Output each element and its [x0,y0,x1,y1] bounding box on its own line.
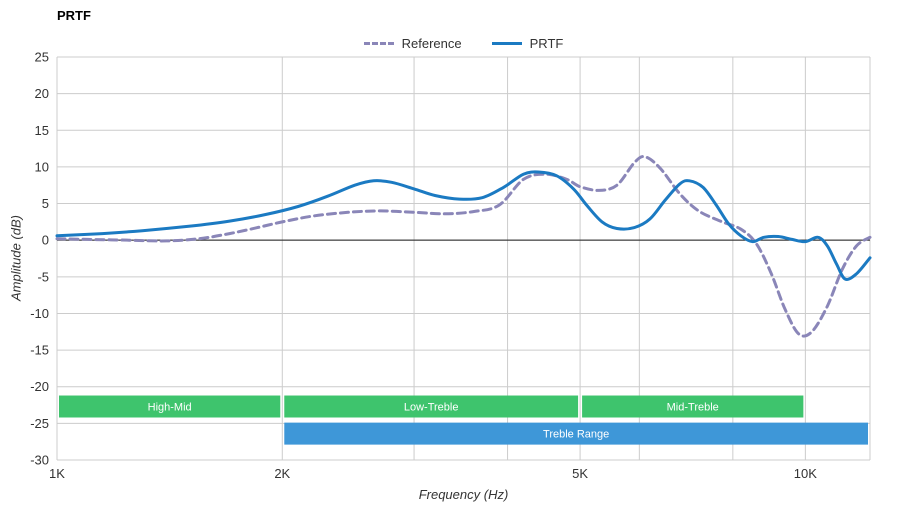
x-tick-label: 2K [274,466,290,481]
legend-item-reference: Reference [363,35,462,51]
y-tick-label: 20 [35,86,49,101]
legend-item-prtf: PRTF [491,35,564,51]
series-line-reference [55,155,872,338]
y-tick-label: 25 [35,50,49,65]
y-tick-label: -10 [30,306,49,321]
x-tick-label: 5K [572,466,588,481]
band-label: Low-Treble [404,402,459,414]
chart-title: PRTF [57,8,91,23]
y-tick-label: 15 [35,123,49,138]
y-tick-label: 0 [42,233,49,248]
legend-label-prtf: PRTF [529,35,564,51]
band-label: Mid-Treble [667,402,719,414]
band-treble-range [284,422,868,445]
y-tick-label: -25 [30,416,49,431]
band-mid-treble [582,395,804,418]
y-tick-label: -15 [30,343,49,358]
legend: Reference PRTF [57,32,870,54]
y-tick-label: 10 [35,159,49,174]
series-line-prtf [55,170,872,281]
x-axis-title: Frequency (Hz) [418,487,509,502]
y-tick-label: -5 [37,269,49,284]
reference-dashed-line-icon [363,41,394,45]
x-tick-label: 1K [49,466,65,481]
band-label: High-Mid [148,402,192,414]
x-tick-label: 10K [794,466,817,481]
band-label: Treble Range [543,429,609,441]
y-tick-label: -30 [30,453,49,468]
band-low-treble [284,395,579,418]
legend-label-reference: Reference [401,35,462,51]
prtf-solid-line-icon [491,41,522,45]
y-tick-label: -20 [30,379,49,394]
y-tick-label: 5 [42,196,49,211]
band-high-mid [59,395,281,418]
